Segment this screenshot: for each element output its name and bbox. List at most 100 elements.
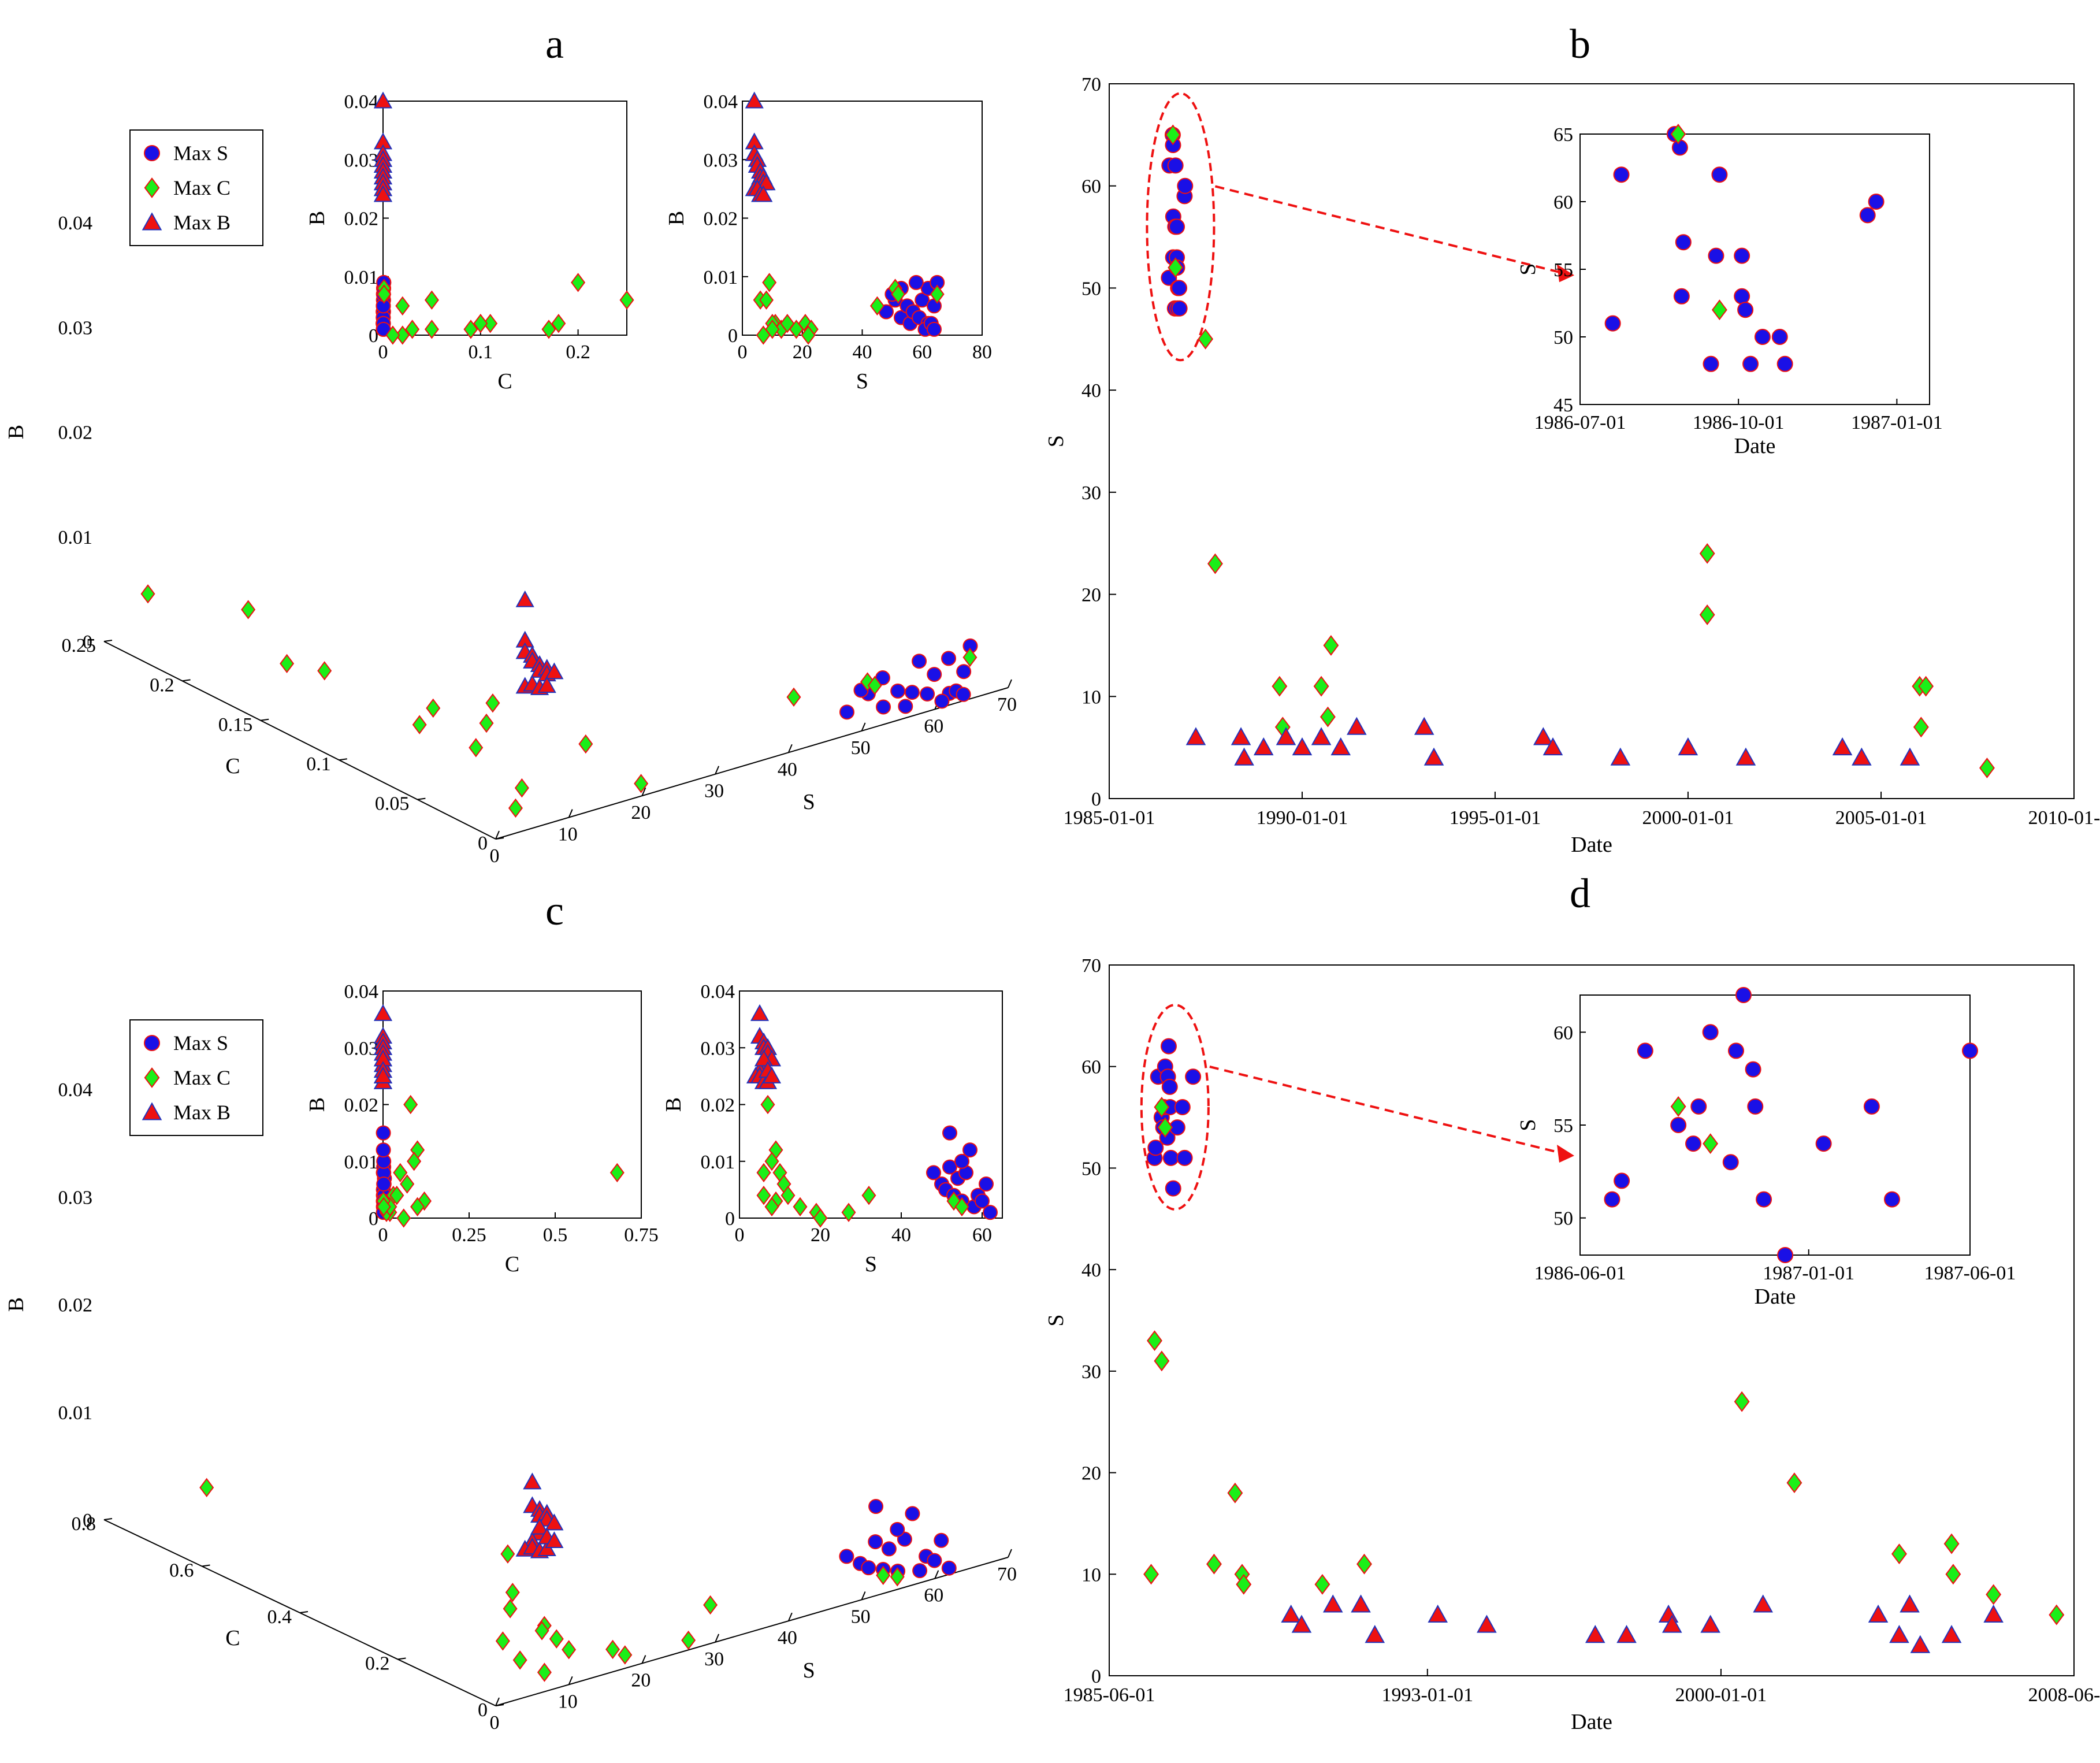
inset-y-tick-label: 60	[1553, 192, 1573, 213]
inset-data-point-diamond	[424, 320, 439, 339]
x-tick-label: 50	[851, 737, 871, 759]
inset-y-axis-label: S	[1516, 1119, 1540, 1131]
data-point-circle	[1147, 1140, 1164, 1156]
inset-data-point-circle	[1708, 247, 1724, 264]
y-tick	[103, 1518, 113, 1520]
y-tick-label: 10	[1081, 1564, 1101, 1586]
data-point-circle	[1162, 1149, 1179, 1166]
data-point-diamond	[1154, 1350, 1170, 1372]
inset-x-axis-label: Date	[1755, 1285, 1796, 1309]
data-point-circle	[1161, 1078, 1178, 1095]
x-axis-label: S	[803, 790, 815, 814]
legend-label: Max B	[173, 211, 231, 234]
z-tick-label: 0.02	[58, 422, 93, 444]
x-tick	[568, 809, 573, 818]
legend-box	[129, 129, 263, 246]
inset-x-tick-label: 0.5	[543, 1224, 568, 1246]
3d-data-point-diamond	[549, 1629, 564, 1649]
3d-data-point-diamond	[412, 715, 427, 734]
data-point-triangle	[1889, 1625, 1909, 1643]
data-point-diamond	[1986, 1584, 2002, 1605]
3d-data-point-circle	[912, 654, 927, 669]
inset-data-point-circle	[1604, 315, 1621, 332]
data-point-diamond	[1323, 635, 1339, 656]
y-tick	[103, 640, 113, 642]
data-point-triangle	[1543, 737, 1563, 756]
y-tick-label: 30	[1081, 1361, 1101, 1383]
legend-label: Max C	[173, 176, 231, 199]
inset-data-point-circle	[954, 1153, 969, 1169]
x-tick	[495, 830, 500, 840]
x-tick-label: 70	[997, 1564, 1017, 1585]
3d-data-point-diamond	[578, 734, 593, 754]
data-point-diamond	[1227, 1482, 1243, 1504]
inset-data-point-triangle	[754, 185, 773, 202]
3d-data-point-diamond	[534, 1621, 549, 1640]
inset-data-point-circle	[1747, 1098, 1764, 1115]
inset-y-tick-label: 45	[1553, 395, 1573, 416]
data-point-triangle	[1735, 747, 1756, 766]
y-tick-label: 20	[1081, 1463, 1101, 1484]
y-tick	[397, 1657, 406, 1660]
3d-data-point-circle	[934, 693, 950, 709]
panel-a-title: a	[545, 21, 564, 67]
data-point-circle	[1177, 177, 1194, 194]
x-tick	[861, 1591, 866, 1600]
plot-frame	[1109, 83, 2075, 799]
data-point-triangle	[1868, 1604, 1889, 1623]
3d-data-point-circle	[904, 685, 920, 700]
inset-x-tick-label: 0	[378, 342, 388, 363]
inset-data-point-diamond	[473, 314, 488, 333]
inset-data-point-diamond	[377, 284, 392, 304]
inset-x-tick-label: 60	[912, 342, 932, 363]
inset-x-tick-label: 1986-07-01	[1534, 412, 1626, 433]
inset-y-axis-label: B	[664, 211, 689, 225]
x-axis-label: S	[803, 1658, 815, 1683]
inset-data-point-triangle	[745, 91, 764, 109]
y-tick	[495, 837, 504, 840]
inset-data-point-diamond	[759, 290, 774, 310]
inset-data-point-diamond	[551, 314, 566, 333]
inset-data-point-circle	[376, 1142, 391, 1158]
inset-x-tick-label: 20	[793, 342, 812, 363]
x-tick-label: 1985-01-01	[1064, 807, 1155, 829]
3d-data-point-circle	[898, 699, 913, 714]
inset-data-point-diamond	[801, 325, 816, 345]
z-axis-label: B	[4, 425, 28, 439]
y-tick-label: 0.2	[150, 674, 174, 696]
zoom-arrow	[1209, 1066, 1563, 1155]
data-point-triangle	[1900, 747, 1920, 766]
inset-y-axis-label: B	[661, 1097, 686, 1112]
inset-data-point-circle	[1703, 355, 1719, 372]
data-point-triangle	[1610, 747, 1631, 766]
3d-data-point-circle	[956, 664, 972, 680]
inset-y-tick-label: 0.02	[344, 209, 379, 230]
3d-data-point-circle	[905, 1506, 920, 1521]
data-point-diamond	[1143, 1564, 1159, 1585]
data-point-diamond	[1313, 675, 1329, 697]
panel-b-title: b	[1570, 21, 1590, 67]
inset-y-tick-label: 65	[1553, 124, 1573, 146]
inset-x-tick-label: 20	[811, 1224, 830, 1246]
inset-data-point-circle	[908, 274, 924, 290]
z-tick-label: 0.04	[58, 1079, 93, 1101]
y-tick	[261, 718, 269, 721]
data-point-triangle	[1910, 1635, 1931, 1653]
inset-x-tick-label: 0	[378, 1224, 388, 1246]
legend-marker-triangle	[142, 1102, 162, 1120]
y-tick	[495, 1704, 504, 1706]
x-tick-label: 1990-01-01	[1257, 807, 1348, 829]
inset-data-point-diamond	[389, 1186, 404, 1205]
inset-data-point-circle	[942, 1125, 957, 1141]
3d-data-point-triangle	[545, 1531, 564, 1549]
inset-data-point-circle	[1722, 1154, 1739, 1171]
y-tick-label: 70	[1081, 74, 1101, 95]
3d-data-point-circle	[941, 1560, 957, 1576]
3d-data-point-diamond	[280, 654, 295, 674]
x-tick	[715, 1634, 720, 1643]
x-tick-label: 60	[924, 1585, 943, 1606]
inset-data-point-circle	[376, 1125, 391, 1141]
y-tick-label: 0.8	[72, 1513, 96, 1535]
data-point-triangle	[1900, 1594, 1920, 1613]
data-point-diamond	[1154, 1097, 1170, 1118]
